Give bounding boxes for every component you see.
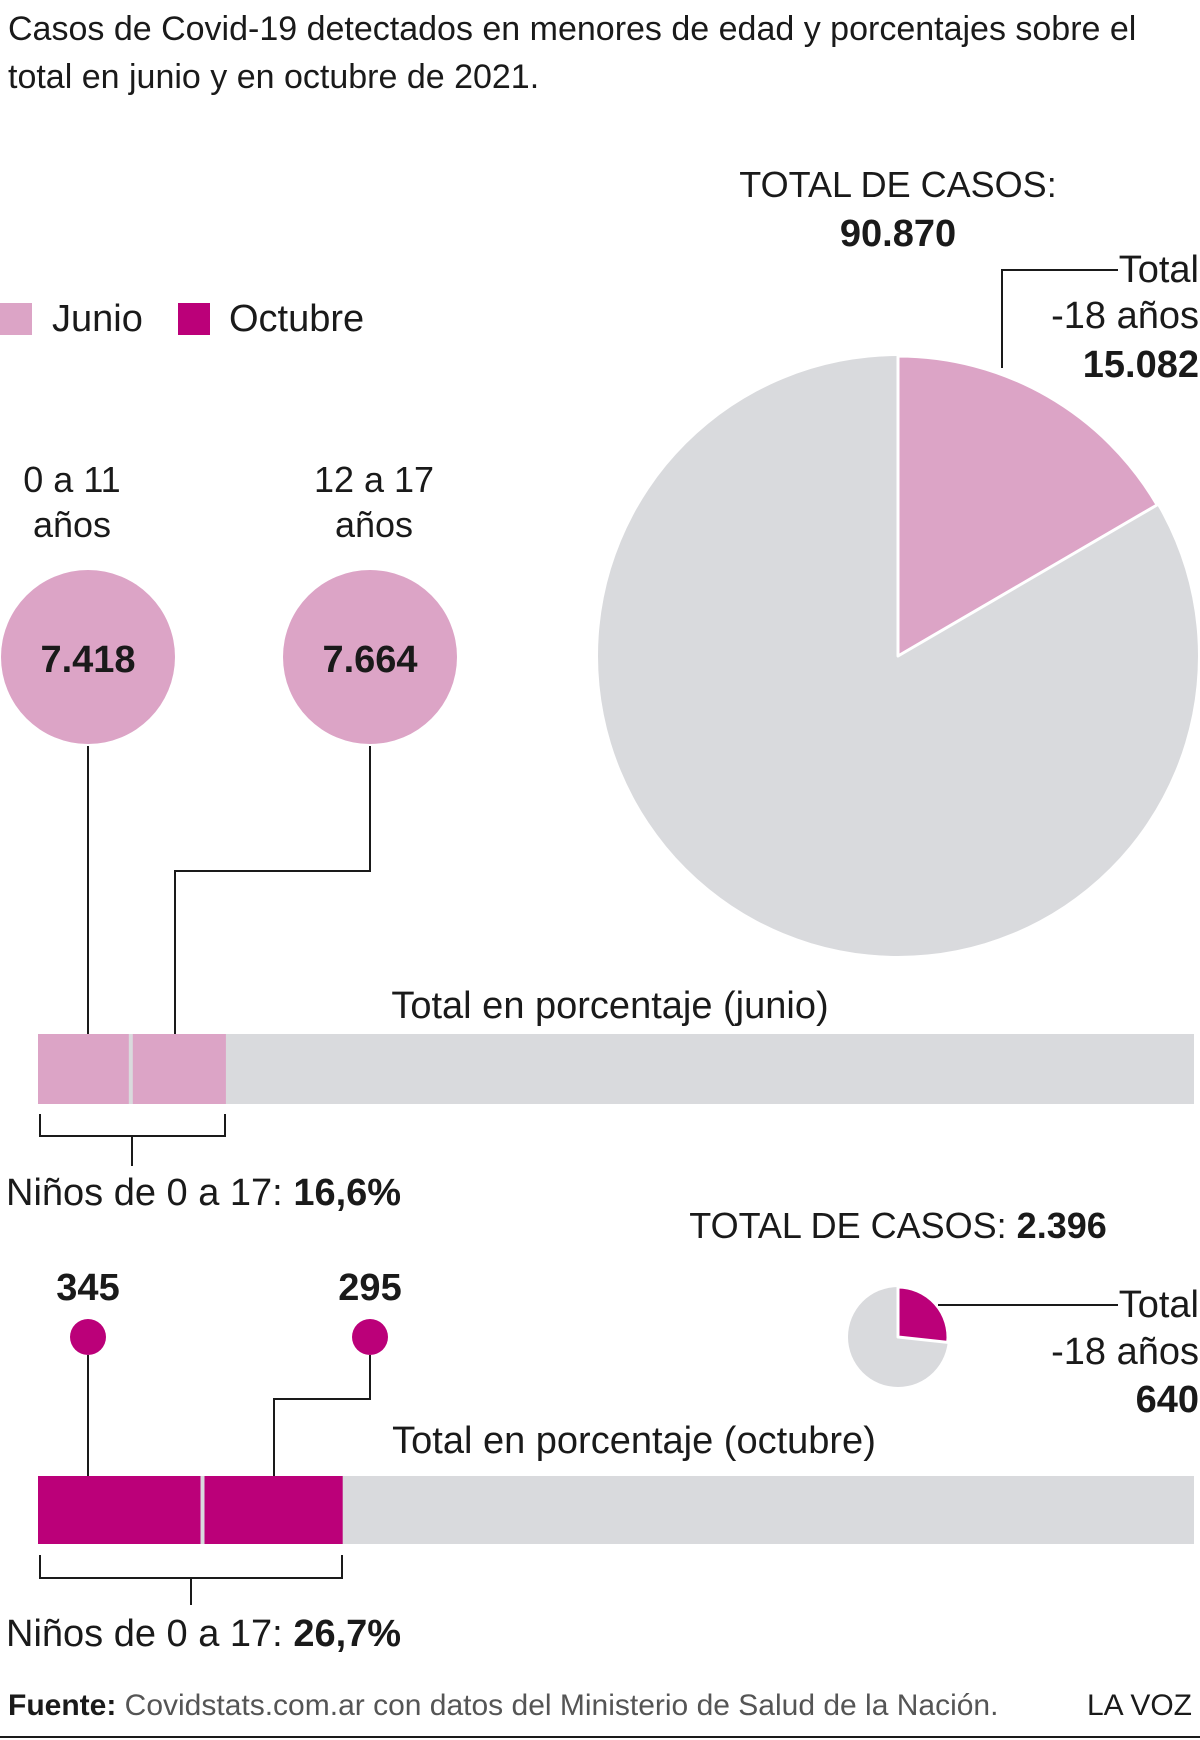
bracket-junio-value: 16,6%	[293, 1172, 401, 1214]
bar-octubre-segment-1	[204, 1476, 343, 1544]
connector-12-17-octubre	[273, 1355, 371, 1476]
bracket-junio-label: Niños de 0 a 17:	[6, 1172, 283, 1214]
age-group-0-11-octubre: 345	[56, 1267, 120, 1476]
bar-chart-octubre: Total en porcentaje (octubre) Niños de 0…	[6, 1420, 1194, 1655]
bar-junio-rest-segment	[38, 1034, 1194, 1104]
bracket-junio	[39, 1114, 226, 1137]
age-group-0-11-label-line-1: 0 a 11	[23, 459, 120, 500]
bracket-octubre-value: 26,7%	[293, 1613, 401, 1655]
pie-octubre-slice-value: 640	[1136, 1379, 1199, 1421]
title-line-2: total en junio y en octubre de 2021.	[8, 58, 539, 96]
pie-chart-octubre: TOTAL DE CASOS: 2.396 Total -18 años 640	[689, 1205, 1199, 1421]
bubble-12-17-junio	[283, 570, 457, 744]
footer-source-label: Fuente:	[8, 1689, 116, 1722]
dot-12-17-octubre-value: 295	[338, 1267, 401, 1309]
age-group-0-11-junio: 0 a 11 años 7.418	[1, 459, 175, 1034]
age-group-12-17-label-line-2: años	[335, 504, 413, 545]
title-line-1: Casos de Covid-19 detectados en menores …	[8, 10, 1136, 48]
bracket-octubre	[39, 1555, 343, 1579]
bar-junio-segment-1	[132, 1034, 226, 1104]
bar-octubre-title: Total en porcentaje (octubre)	[392, 1420, 876, 1462]
pie-junio-slice-label-line-2: -18 años	[1051, 295, 1199, 337]
pie-octubre-total-text: TOTAL DE CASOS: 2.396	[689, 1205, 1107, 1246]
legend-label-junio: Junio	[52, 298, 143, 340]
footer-source: Fuente: Covidstats.com.ar con datos del …	[8, 1689, 998, 1722]
pie-junio-slice-label-line-1: Total	[1119, 249, 1199, 291]
pie-junio-total-value: 90.870	[840, 213, 956, 255]
age-group-12-17-octubre: 295	[273, 1267, 402, 1476]
pie-chart-junio: TOTAL DE CASOS: 90.870 Total -18 años 15…	[598, 164, 1199, 956]
age-group-0-11-label-line-2: años	[33, 504, 111, 545]
pie-junio-minors-slice	[896, 354, 1159, 658]
pie-junio-total-label: TOTAL DE CASOS:	[739, 164, 1056, 205]
pie-octubre-slice-label-line-1: Total	[1119, 1284, 1199, 1326]
pie-octubre-total-label: TOTAL DE CASOS:	[689, 1205, 1006, 1246]
bubble-12-17-junio-value: 7.664	[322, 639, 417, 681]
bracket-octubre-label: Niños de 0 a 17:	[6, 1613, 283, 1655]
pie-octubre-minors-slice	[896, 1285, 950, 1344]
pie-junio-leader-line	[1001, 269, 1118, 368]
bracket-octubre-text: Niños de 0 a 17: 26,7%	[6, 1613, 401, 1655]
legend-swatch-junio	[0, 303, 32, 335]
connector-12-17-junio	[174, 746, 371, 1034]
bubble-0-11-junio	[1, 570, 175, 744]
bracket-junio-text: Niños de 0 a 17: 16,6%	[6, 1172, 401, 1214]
legend-swatch-octubre	[178, 303, 210, 335]
footer-brand: LA VOZ	[1087, 1689, 1192, 1722]
bar-octubre-segment-0	[38, 1476, 201, 1544]
bar-chart-junio: Total en porcentaje (junio) Niños de 0 a…	[6, 985, 1194, 1214]
dot-0-11-octubre-value: 345	[56, 1267, 119, 1309]
bar-junio-title: Total en porcentaje (junio)	[391, 985, 828, 1027]
age-group-12-17-label-line-1: 12 a 17	[314, 459, 434, 500]
pie-octubre-total-value: 2.396	[1017, 1205, 1107, 1246]
age-group-12-17-junio: 12 a 17 años 7.664	[174, 459, 457, 1034]
bubble-0-11-junio-value: 7.418	[40, 639, 135, 681]
pie-junio-slice-value: 15.082	[1083, 344, 1199, 386]
bar-junio-segment-0	[38, 1034, 129, 1104]
dot-0-11-octubre	[70, 1319, 106, 1355]
footer-source-text: Covidstats.com.ar con datos del Minister…	[125, 1689, 999, 1722]
legend-label-octubre: Octubre	[229, 298, 364, 340]
pie-octubre-slice-label-line-2: -18 años	[1051, 1331, 1199, 1373]
dot-12-17-octubre	[352, 1319, 388, 1355]
